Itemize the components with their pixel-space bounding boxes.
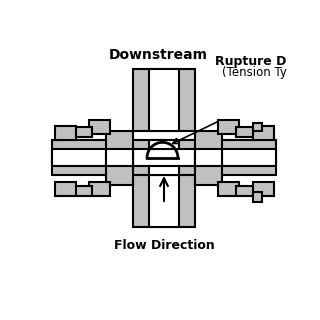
Text: Flow Direction: Flow Direction [114,239,214,252]
Bar [252,126,274,140]
Text: Rupture D: Rupture D [215,55,286,68]
Bar [148,69,180,131]
Bar [89,120,110,134]
Bar [252,182,274,196]
Bar [148,175,180,227]
Bar [195,140,276,175]
Bar [195,149,222,166]
Bar [133,69,195,131]
Bar [106,149,133,166]
Bar [195,131,222,185]
Bar [106,131,133,185]
Bar [89,182,110,196]
Text: Downstream: Downstream [108,48,207,62]
Bar [73,186,92,196]
Bar [218,182,239,196]
Bar [133,140,195,175]
Bar [55,126,76,140]
Bar [133,175,195,227]
Text: (Tension Ty: (Tension Ty [221,66,286,79]
Bar [218,120,239,134]
Bar [55,182,76,196]
Bar [148,140,180,175]
Bar [252,123,262,131]
Bar [52,149,133,166]
Bar [252,192,262,202]
Bar [133,149,195,166]
Bar [52,140,133,175]
Bar [236,186,255,196]
Bar [236,127,255,137]
Bar [195,149,276,166]
Bar [73,127,92,137]
